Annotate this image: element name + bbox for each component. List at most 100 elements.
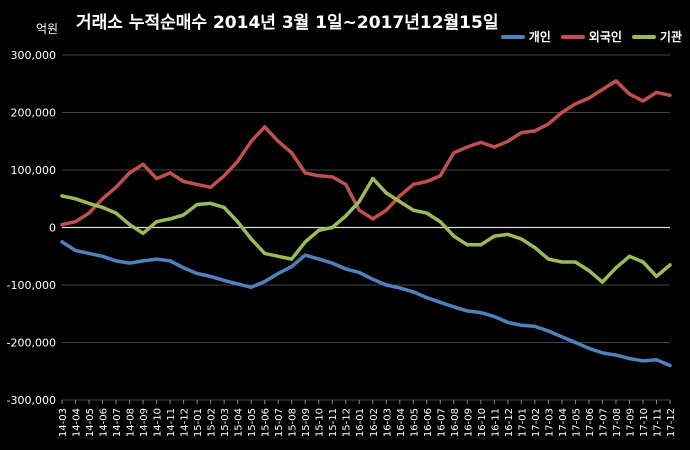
data-point xyxy=(73,248,78,253)
chart-title: 거래소 누적순매수 2014년 3월 1일~2017년12월15일 xyxy=(76,13,499,33)
data-point xyxy=(668,363,672,368)
data-point xyxy=(452,234,456,238)
x-tick-label: 16-08 xyxy=(450,408,461,437)
data-point xyxy=(546,329,551,333)
data-point xyxy=(236,159,240,163)
data-point xyxy=(127,261,132,265)
data-point xyxy=(438,300,442,304)
data-point xyxy=(614,266,618,270)
data-point xyxy=(425,179,429,184)
x-tick-label: 16-05 xyxy=(409,408,420,437)
data-point xyxy=(154,257,159,261)
x-tick-label: 16-09 xyxy=(463,408,474,437)
data-point xyxy=(546,257,551,261)
data-point xyxy=(168,259,172,263)
data-point xyxy=(141,231,145,235)
data-point xyxy=(60,194,64,198)
data-point xyxy=(114,259,118,263)
data-point xyxy=(330,175,334,179)
legend-swatch xyxy=(631,34,656,39)
data-point xyxy=(627,254,632,258)
data-point xyxy=(276,139,280,143)
data-point xyxy=(465,145,469,149)
data-point xyxy=(425,296,429,300)
data-point xyxy=(573,102,578,106)
data-point xyxy=(465,243,469,247)
data-point xyxy=(560,260,564,264)
data-point xyxy=(506,320,510,324)
data-point xyxy=(371,217,375,221)
data-point xyxy=(600,351,605,355)
y-axis-unit: 억원 xyxy=(36,22,59,36)
x-tick-label: 16-02 xyxy=(369,408,380,437)
data-point xyxy=(168,217,172,221)
x-tick-label: 15-10 xyxy=(315,408,326,437)
x-tick-label: 15-04 xyxy=(234,408,245,437)
x-tick-label: 15-05 xyxy=(247,408,258,437)
x-tick-label: 15-08 xyxy=(288,408,299,437)
series-line-1 xyxy=(60,240,672,368)
data-point xyxy=(249,139,253,143)
x-tick-label: 17-12 xyxy=(666,408,677,437)
data-point xyxy=(357,208,361,212)
data-point xyxy=(276,254,280,258)
data-point xyxy=(654,274,659,278)
data-point xyxy=(209,274,213,278)
data-point xyxy=(452,151,456,155)
data-point xyxy=(222,278,226,282)
legend-swatch xyxy=(560,34,585,39)
data-point xyxy=(560,110,564,115)
data-point xyxy=(506,139,510,143)
x-tick-label: 14-10 xyxy=(153,408,164,437)
data-point xyxy=(303,253,307,257)
data-point xyxy=(195,182,199,186)
data-point xyxy=(479,140,483,144)
legend-item-1: 개인 xyxy=(500,28,551,45)
data-point xyxy=(641,260,645,264)
data-point xyxy=(60,223,64,227)
data-point xyxy=(73,197,78,201)
x-tick-label: 17-10 xyxy=(639,408,650,437)
x-tick-label: 16-01 xyxy=(355,408,366,437)
data-point xyxy=(600,280,605,284)
data-point xyxy=(371,277,375,281)
data-point xyxy=(317,174,321,178)
x-tick-label: 16-06 xyxy=(423,408,434,437)
data-point xyxy=(330,261,334,265)
data-point xyxy=(60,240,64,244)
data-point xyxy=(317,228,321,232)
data-point xyxy=(411,182,415,186)
data-point xyxy=(668,93,672,97)
x-tick-label: 15-12 xyxy=(342,408,353,437)
data-point xyxy=(141,162,145,166)
data-point xyxy=(533,129,537,133)
data-point xyxy=(114,185,118,189)
data-point xyxy=(384,283,388,287)
data-point xyxy=(195,271,199,276)
legend-label: 기관 xyxy=(659,30,682,44)
data-point xyxy=(209,185,213,189)
data-point xyxy=(209,201,213,205)
data-point xyxy=(668,263,672,267)
x-tick-label: 14-08 xyxy=(126,408,137,437)
data-point xyxy=(236,282,240,286)
x-tick-label: 17-05 xyxy=(571,408,582,437)
y-tick-label: -200,000 xyxy=(7,337,56,350)
data-point xyxy=(249,237,253,241)
data-point xyxy=(100,197,105,201)
data-point xyxy=(627,92,632,96)
data-point xyxy=(641,359,645,363)
data-point xyxy=(330,225,334,230)
data-point xyxy=(546,122,551,126)
y-tick-label: -100,000 xyxy=(7,279,56,292)
x-tick-label: 16-07 xyxy=(436,408,447,437)
data-point xyxy=(263,251,267,255)
data-point xyxy=(195,202,199,207)
data-point xyxy=(411,290,415,294)
data-point xyxy=(344,214,348,218)
data-point xyxy=(384,208,388,212)
x-tick-label: 14-05 xyxy=(85,408,96,437)
data-point xyxy=(100,254,105,258)
data-point xyxy=(573,260,578,264)
